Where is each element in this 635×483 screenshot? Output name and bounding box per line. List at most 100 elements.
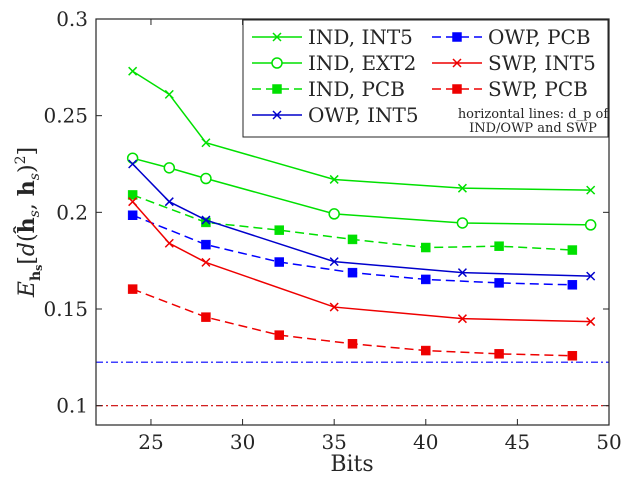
legend-label-1: IND, INT5 (308, 25, 413, 49)
y-tick-label-2: 0.15 (43, 297, 88, 321)
series-line-4 (132, 163, 591, 277)
series-7-point-2 (201, 312, 211, 322)
legend-note-line-1: horizontal lines: d_p of (458, 107, 610, 122)
series-6-point-3 (201, 257, 211, 267)
series-7-point-6 (494, 349, 504, 359)
y-tick-label-1: 0.1 (56, 394, 88, 418)
legend-marker-7 (452, 84, 462, 94)
y-tick-label-3: 0.2 (56, 200, 88, 224)
x-tick-label-2: 30 (230, 430, 255, 454)
series-5-point-3 (274, 257, 284, 267)
series-1 (128, 66, 596, 195)
legend-marker-4 (272, 110, 282, 120)
series-1-point-3 (201, 138, 211, 148)
series-6-point-6 (586, 317, 596, 327)
series-6-point-2 (164, 238, 174, 248)
series-4-point-5 (457, 268, 467, 278)
series-2-point-1 (126, 152, 139, 164)
series-7-point-3 (274, 330, 284, 340)
y-tick-label-5: 0.3 (56, 7, 88, 31)
x-axis-title: Bits (330, 452, 373, 477)
x-tick-label-5: 45 (505, 430, 530, 454)
series-3-point-6 (494, 241, 504, 251)
legend-entry-2: IND, EXT2 (252, 51, 416, 75)
series-4-point-4 (329, 257, 339, 267)
legend-entry-3: IND, PCB (252, 77, 405, 101)
series-1-point-6 (586, 185, 596, 195)
legend-entry-7: SWP, PCB (432, 77, 588, 101)
series-7-point-5 (421, 345, 431, 356)
series-3 (127, 190, 578, 255)
series-5-point-4 (347, 267, 358, 278)
x-tick-label-1: 25 (138, 430, 163, 454)
series-4-point-6 (586, 271, 596, 281)
series-2-point-5 (456, 217, 469, 229)
legend-label-5: OWP, PCB (488, 25, 591, 49)
series-4 (128, 159, 596, 281)
series-5-point-7 (567, 280, 578, 290)
series-1-point-2 (164, 89, 174, 99)
legend-label-6: SWP, INT5 (488, 51, 596, 75)
series-6-point-4 (329, 302, 339, 312)
series-layer (126, 66, 597, 361)
legend-entry-6: SWP, INT5 (432, 51, 596, 75)
series-1-point-5 (457, 183, 467, 193)
legend-entry-1: IND, INT5 (252, 25, 413, 49)
series-5-point-6 (494, 278, 504, 288)
legend-label-7: SWP, PCB (488, 77, 588, 101)
series-3-point-4 (347, 234, 358, 245)
series-2-point-4 (328, 208, 340, 220)
legend-note-line-2: IND/OWP and SWP (469, 121, 597, 136)
series-line-2 (132, 157, 591, 226)
series-2 (126, 152, 597, 231)
legend-marker-5 (452, 32, 462, 42)
series-3-point-7 (567, 245, 578, 255)
x-tick-label-6: 50 (596, 430, 621, 454)
series-5 (127, 210, 578, 290)
plot-frame (95, 18, 610, 426)
legend-entry-4: OWP, INT5 (252, 103, 419, 127)
series-6-point-5 (457, 314, 467, 324)
series-2-point-2 (163, 162, 176, 174)
series-7-point-1 (127, 284, 138, 294)
reference-lines (96, 361, 609, 407)
series-1-point-4 (329, 174, 339, 184)
series-3-point-2 (201, 217, 211, 228)
series-3-point-3 (274, 225, 284, 235)
y-axis-title-text: Ehs[d(ĥs, hs)2] (13, 147, 45, 298)
series-7 (127, 284, 578, 361)
legend-marker-2 (271, 57, 283, 69)
legend-label-4: OWP, INT5 (308, 103, 419, 127)
axis-ticks: 25 30 35 40 45 50 0.1 0.15 0.2 0.25 0.3 (43, 7, 621, 454)
series-6 (128, 197, 596, 327)
series-4-point-3 (201, 215, 211, 225)
legend-marker-1 (272, 32, 282, 42)
legend-label-2: IND, EXT2 (308, 51, 416, 75)
series-7-point-4 (347, 339, 358, 349)
legend-entry-5: OWP, PCB (432, 25, 591, 49)
legend-box (242, 19, 609, 138)
series-5-point-1 (127, 210, 138, 220)
series-5-point-5 (421, 274, 431, 285)
y-axis-title: Ehs[d(ĥs, hs)2] (13, 147, 45, 298)
series-2-point-3 (200, 172, 212, 185)
series-5-point-2 (201, 239, 211, 250)
legend-label-3: IND, PCB (308, 77, 405, 101)
series-1-point-1 (128, 66, 138, 76)
x-tick-label-4: 40 (413, 430, 438, 454)
series-4-point-2 (164, 197, 174, 207)
series-2-point-6 (584, 219, 597, 231)
series-3-point-5 (421, 242, 431, 253)
series-7-point-7 (567, 351, 578, 361)
y-tick-label-4: 0.25 (43, 104, 88, 128)
series-4-point-1 (128, 159, 138, 169)
series-3-point-1 (127, 190, 138, 200)
series-line-1 (132, 70, 591, 191)
series-6-point-1 (128, 197, 138, 207)
legend-marker-3 (272, 84, 282, 94)
series-line-6 (132, 201, 591, 323)
legend-marker-6 (452, 58, 462, 68)
x-tick-label-3: 35 (321, 430, 346, 454)
